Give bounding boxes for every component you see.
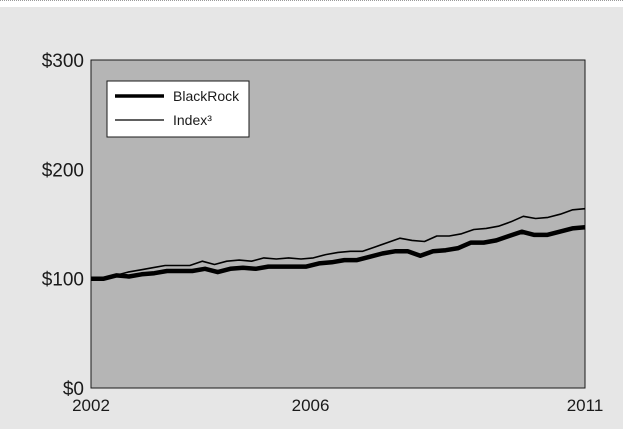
series-line-index (91, 207, 586, 280)
chart-panel: $0 $100 $200 $300 2002 2006 2011 BlackRock In… (0, 7, 623, 429)
legend-label-blackrock: BlackRock (173, 88, 240, 104)
y-tick-label: $300 (42, 51, 84, 72)
x-tick-label: 2011 (567, 396, 604, 415)
y-tick-label: $0 (63, 379, 84, 400)
x-tick-label: 2002 (72, 396, 110, 415)
legend-box (106, 80, 250, 138)
series-layer (91, 207, 586, 281)
y-axis: $0 $100 $200 $300 (42, 51, 84, 400)
top-divider (0, 0, 623, 3)
legend-label-index: Index³ (173, 112, 212, 128)
y-tick-label: $100 (42, 270, 84, 291)
y-tick-label: $200 (42, 160, 84, 181)
x-tick-label: 2006 (292, 396, 330, 415)
legend: BlackRock Index³ (106, 80, 250, 138)
x-axis: 2002 2006 2011 (72, 396, 603, 415)
line-chart: $0 $100 $200 $300 2002 2006 2011 BlackRock In… (42, 51, 604, 415)
series-line-blackrock (91, 225, 586, 281)
